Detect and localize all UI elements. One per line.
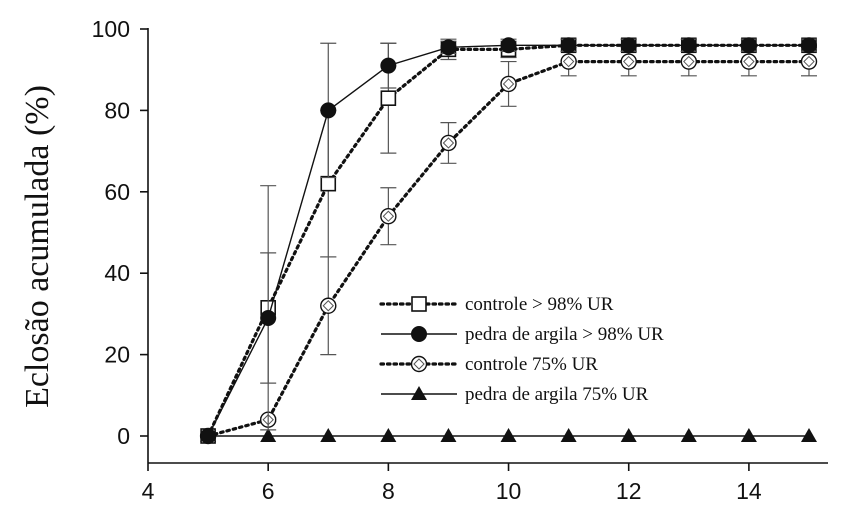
y-tick-label: 80 bbox=[104, 97, 130, 123]
marker-diamond bbox=[562, 55, 575, 68]
marker-diamond bbox=[803, 55, 815, 68]
legend-entry-1: controle > 98% UR bbox=[379, 294, 614, 315]
marker-ring bbox=[380, 208, 397, 225]
data-point bbox=[380, 90, 397, 106]
data-point bbox=[560, 37, 577, 54]
legend-marker bbox=[411, 326, 427, 342]
data-point bbox=[801, 37, 817, 54]
x-tick-label: 8 bbox=[382, 478, 395, 504]
legend-label: controle 75% UR bbox=[465, 354, 598, 375]
y-tick-label: 20 bbox=[104, 342, 130, 368]
data-point bbox=[380, 57, 397, 74]
marker-diamond bbox=[623, 55, 635, 68]
x-tick-label: 4 bbox=[142, 478, 155, 504]
marker-ring bbox=[740, 53, 758, 70]
axes: 0 20 40 60 80 100 4 6 8 10 12 14 bbox=[92, 16, 828, 504]
marker-diamond bbox=[322, 300, 334, 312]
legend-label: controle > 98% UR bbox=[465, 294, 614, 315]
legend-label: pedra de argila > 98% UR bbox=[465, 324, 664, 345]
marker-diamond bbox=[743, 55, 755, 68]
marker-ring bbox=[320, 297, 337, 314]
x-tick-label: 6 bbox=[262, 478, 275, 504]
legend-marker bbox=[410, 355, 428, 373]
legend-marker bbox=[411, 296, 427, 312]
y-tick-label: 100 bbox=[92, 16, 130, 42]
data-point bbox=[440, 428, 457, 442]
y-tick-label: 60 bbox=[104, 179, 130, 205]
marker-diamond bbox=[382, 210, 395, 222]
data-point bbox=[500, 37, 517, 54]
y-tick-label: 0 bbox=[117, 423, 130, 449]
data-point bbox=[740, 428, 757, 442]
x-tick-label: 10 bbox=[496, 478, 522, 504]
legend-entry-4: pedra de argila 75% UR bbox=[381, 384, 649, 405]
data-point bbox=[320, 297, 337, 314]
marker-diamond bbox=[442, 137, 455, 149]
y-tick-label: 40 bbox=[104, 260, 130, 286]
data-point bbox=[620, 37, 637, 54]
marker-diamond bbox=[413, 358, 425, 370]
data-point bbox=[260, 428, 277, 442]
data-point bbox=[380, 208, 397, 225]
data-point bbox=[500, 75, 517, 93]
data-point bbox=[620, 53, 637, 70]
series-2 bbox=[200, 37, 817, 444]
data-point bbox=[260, 309, 277, 326]
data-point bbox=[380, 428, 397, 442]
legend: controle > 98% UR pedra de argila > 98% U… bbox=[379, 294, 664, 405]
data-point bbox=[680, 428, 697, 442]
data-point bbox=[560, 53, 577, 70]
legend-entry-2: pedra de argila > 98% UR bbox=[381, 324, 664, 345]
data-point bbox=[320, 102, 337, 119]
series-layer bbox=[199, 37, 818, 445]
legend-label: pedra de argila 75% UR bbox=[465, 384, 649, 405]
data-point bbox=[680, 53, 698, 70]
series-4 bbox=[200, 428, 817, 442]
data-point bbox=[740, 37, 757, 54]
data-point bbox=[440, 134, 457, 152]
data-point bbox=[320, 428, 337, 442]
x-tick-label: 14 bbox=[736, 478, 762, 504]
marker-ring bbox=[560, 53, 577, 70]
marker-ring bbox=[800, 53, 818, 70]
data-point bbox=[740, 53, 758, 70]
marker-ring bbox=[410, 355, 428, 373]
marker-ring bbox=[440, 134, 457, 152]
marker-diamond bbox=[683, 55, 695, 68]
data-point bbox=[620, 428, 637, 442]
marker-ring bbox=[500, 75, 517, 93]
marker-ring bbox=[620, 53, 637, 70]
marker-ring bbox=[680, 53, 698, 70]
data-point bbox=[320, 175, 337, 192]
data-point bbox=[500, 428, 517, 442]
marker-diamond bbox=[502, 78, 515, 90]
x-tick-label: 12 bbox=[616, 478, 642, 504]
data-point bbox=[680, 37, 697, 54]
data-point bbox=[560, 428, 577, 442]
data-point bbox=[800, 53, 818, 70]
legend-marker bbox=[411, 386, 427, 400]
data-point bbox=[440, 39, 457, 56]
legend-entry-3: controle 75% UR bbox=[379, 354, 598, 375]
y-axis-title: Eclosão acumulada (%) bbox=[19, 85, 56, 408]
data-point bbox=[801, 428, 817, 442]
data-point bbox=[200, 428, 217, 444]
